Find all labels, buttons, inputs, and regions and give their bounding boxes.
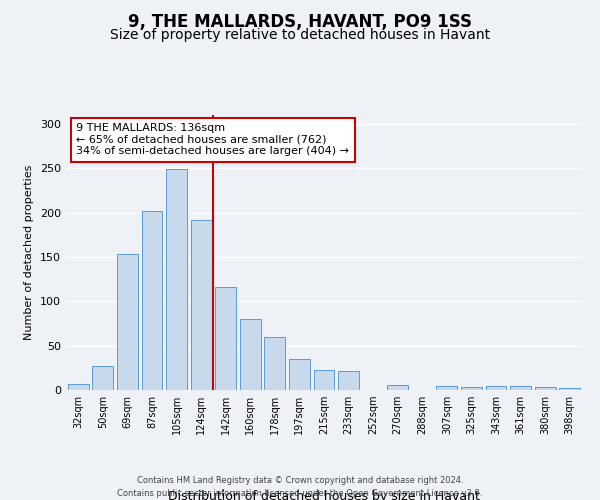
Bar — [314, 370, 334, 390]
Bar — [559, 388, 580, 390]
Bar — [215, 287, 236, 390]
Bar — [338, 372, 359, 390]
Bar — [436, 386, 457, 390]
X-axis label: Distribution of detached houses by size in Havant: Distribution of detached houses by size … — [168, 490, 480, 500]
Text: 9, THE MALLARDS, HAVANT, PO9 1SS: 9, THE MALLARDS, HAVANT, PO9 1SS — [128, 12, 472, 30]
Bar — [510, 386, 531, 390]
Bar — [117, 254, 138, 390]
Bar — [68, 384, 89, 390]
Text: 9 THE MALLARDS: 136sqm
← 65% of detached houses are smaller (762)
34% of semi-de: 9 THE MALLARDS: 136sqm ← 65% of detached… — [76, 123, 349, 156]
Bar — [265, 337, 286, 390]
Bar — [240, 319, 261, 390]
Y-axis label: Number of detached properties: Number of detached properties — [25, 165, 34, 340]
Bar — [191, 220, 212, 390]
Text: Size of property relative to detached houses in Havant: Size of property relative to detached ho… — [110, 28, 490, 42]
Bar — [289, 359, 310, 390]
Bar — [535, 388, 556, 390]
Bar — [387, 384, 408, 390]
Bar — [461, 388, 482, 390]
Bar — [142, 211, 163, 390]
Bar — [166, 169, 187, 390]
Bar — [92, 366, 113, 390]
Bar — [485, 386, 506, 390]
Text: Contains HM Land Registry data © Crown copyright and database right 2024.
Contai: Contains HM Land Registry data © Crown c… — [118, 476, 482, 498]
